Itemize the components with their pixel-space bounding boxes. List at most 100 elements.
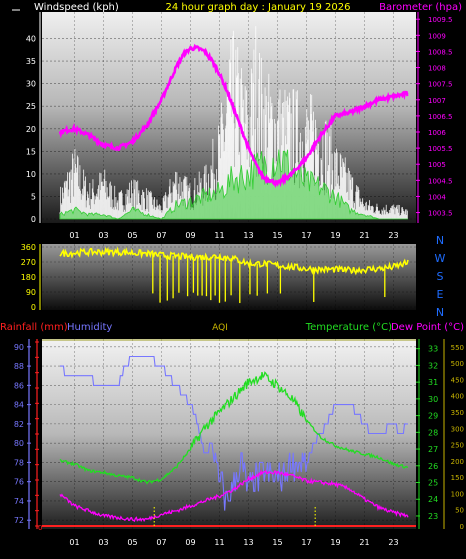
wind-tick-label: 15 xyxy=(26,147,36,156)
humidity-tick-label: 72 xyxy=(14,516,24,525)
compass-label: E xyxy=(437,288,444,301)
compass-label: N xyxy=(436,234,444,247)
aqi-label: AQI xyxy=(212,323,228,333)
direction-tick-label: 270 xyxy=(21,258,36,267)
temperature-tick-label: 25 xyxy=(428,479,438,488)
compass-label: N xyxy=(436,306,444,319)
aqi-tick-label: 0 xyxy=(460,523,464,531)
aqi-tick-label: 250 xyxy=(451,442,464,450)
wind-tick-label: 35 xyxy=(26,57,36,66)
wind-tick-label: 0 xyxy=(31,215,36,224)
temperature-x-tick-label: 19 xyxy=(330,538,340,547)
temperature-x-tick-label: 03 xyxy=(98,538,108,547)
temperature-x-tick-label: 15 xyxy=(272,538,282,547)
temperature-label: Temperature (°C) xyxy=(305,322,392,333)
aqi-tick-label: 200 xyxy=(451,458,464,466)
wind-tick-label: 20 xyxy=(26,125,36,134)
aqi-tick-label: 400 xyxy=(451,393,464,401)
temperature-line xyxy=(59,371,409,485)
temperature-panel-grid xyxy=(42,339,416,529)
barometer-tick-label: 1006 xyxy=(428,129,446,137)
aqi-tick-label: 450 xyxy=(451,376,464,384)
wind-tick-label: 30 xyxy=(26,80,36,89)
barometer-tick-label: 1006.5 xyxy=(428,113,453,121)
humidity-line xyxy=(60,355,408,511)
barometer-tick-label: 1003.5 xyxy=(428,210,453,218)
compass-label: W xyxy=(435,252,446,265)
temperature-tick-label: 33 xyxy=(428,345,438,354)
aqi-tick-label: 150 xyxy=(451,474,464,482)
wind-tick-label: 40 xyxy=(26,35,36,44)
humidity-tick-label: 86 xyxy=(14,381,24,390)
wind-x-tick-label: 17 xyxy=(301,231,311,240)
temperature-x-tick-label: 01 xyxy=(69,538,79,547)
wind-x-tick-label: 19 xyxy=(330,231,340,240)
barometer-tick-label: 1005.5 xyxy=(428,145,453,153)
temperature-x-tick-label: 09 xyxy=(185,538,195,547)
barometer-tick-label: 1005 xyxy=(428,161,446,169)
humidity-tick-label: 76 xyxy=(14,478,24,487)
temperature-x-tick-label: 17 xyxy=(301,538,311,547)
wind-x-tick-label: 23 xyxy=(388,231,398,240)
barometer-tick-label: 1008 xyxy=(428,65,446,73)
humidity-tick-label: 80 xyxy=(14,439,24,448)
temperature-tick-label: 32 xyxy=(428,361,438,370)
direction-tick-label: 90 xyxy=(26,288,36,297)
direction-tick-label: 360 xyxy=(21,243,36,252)
humidity-label: Humidity xyxy=(67,322,112,333)
humidity-tick-label: 74 xyxy=(14,497,24,506)
wind-x-tick-label: 21 xyxy=(359,231,369,240)
wind-tick-label: 25 xyxy=(26,102,36,111)
wind-x-tick-label: 09 xyxy=(185,231,195,240)
direction-tick-label: 180 xyxy=(21,273,36,282)
temperature-x-tick-label: 21 xyxy=(359,538,369,547)
barometer-tick-label: 1007 xyxy=(428,97,446,105)
barometer-axis-label: Barometer (hpa) xyxy=(379,2,462,13)
barometer-tick-label: 1004 xyxy=(428,193,446,201)
wind-x-tick-label: 07 xyxy=(156,231,166,240)
rainfall-label: Rainfall (mm) xyxy=(0,322,68,333)
humidity-tick-label: 88 xyxy=(14,362,24,371)
wind-direction-line xyxy=(59,246,409,276)
temperature-tick-label: 23 xyxy=(428,512,438,521)
humidity-tick-label: 90 xyxy=(14,343,24,352)
aqi-tick-label: 350 xyxy=(451,409,464,417)
wind-x-tick-label: 15 xyxy=(272,231,282,240)
barometer-tick-label: 1009.5 xyxy=(428,16,453,24)
temperature-x-tick-label: 13 xyxy=(243,538,253,547)
barometer-line xyxy=(58,43,409,189)
wind-tick-label: 10 xyxy=(26,170,36,179)
compass-label: S xyxy=(437,270,444,283)
wind-x-tick-label: 13 xyxy=(243,231,253,240)
temperature-tick-label: 28 xyxy=(428,428,438,437)
wind-average-area xyxy=(59,149,408,220)
temperature-tick-label: 27 xyxy=(428,445,438,454)
aqi-tick-label: 300 xyxy=(451,425,464,433)
wind-panel-axes: 0 5 10 15 20 25 30 35 40 1003.5 1004 1004.5 1005 1005… xyxy=(12,9,453,240)
barometer-tick-label: 1004.5 xyxy=(428,177,453,185)
temperature-tick-label: 30 xyxy=(428,395,438,404)
humidity-tick-label: 84 xyxy=(14,401,24,410)
direction-panel-series xyxy=(59,246,409,304)
barometer-tick-label: 1009 xyxy=(428,32,446,40)
windspeed-axis-label: Windspeed (kph) xyxy=(34,2,119,13)
direction-panel-background xyxy=(42,244,416,310)
temperature-tick-label: 29 xyxy=(428,412,438,421)
aqi-tick-label: 550 xyxy=(451,344,464,352)
direction-tick-label: 0 xyxy=(31,303,36,312)
dew-point-line xyxy=(59,469,409,523)
wind-x-tick-label: 11 xyxy=(214,231,224,240)
temperature-tick-label: 26 xyxy=(428,462,438,471)
temperature-x-tick-label: 07 xyxy=(156,538,166,547)
aqi-tick-label: 100 xyxy=(451,490,464,498)
wind-x-tick-label: 01 xyxy=(69,231,79,240)
wind-x-tick-label: 03 xyxy=(98,231,108,240)
barometer-tick-label: 1007.5 xyxy=(428,81,453,89)
temperature-panel-axes: 72 74 76 78 80 82 84 86 88 90 0 23 24 25 26 27 28 29 30 31 3… xyxy=(14,339,464,547)
dew-point-label: Dew Point (°C) xyxy=(391,322,464,333)
aqi-tick-label: 50 xyxy=(455,507,464,515)
wind-tick-label: 5 xyxy=(31,192,36,201)
temperature-x-tick-label: 05 xyxy=(127,538,137,547)
